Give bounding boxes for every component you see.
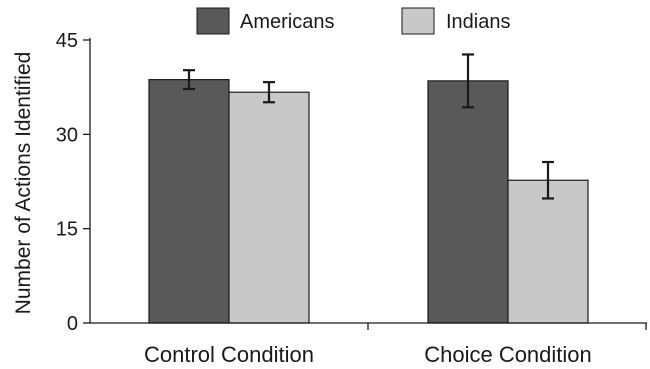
- bar-americans-choice: [427, 80, 509, 324]
- x-tick-label-control: Control Condition: [144, 342, 314, 367]
- y-axis-ticks: 0 15 30 45: [56, 30, 90, 335]
- legend-label-americans: Americans: [240, 11, 334, 33]
- error-bars: [183, 53, 554, 200]
- legend-label-indians: Indians: [446, 11, 511, 33]
- bar-americans-control: [148, 79, 230, 324]
- x-tick-label-choice: Choice Condition: [424, 342, 592, 367]
- bar-indians-choice: [507, 179, 589, 324]
- y-axis-label: Number of Actions Identified: [12, 52, 35, 315]
- y-tick-label: 15: [56, 219, 78, 241]
- bar-indians-control: [228, 91, 310, 324]
- y-tick-label: 45: [56, 30, 78, 52]
- bars: [148, 79, 589, 324]
- legend-swatch-indians: [401, 7, 435, 35]
- legend-swatch-americans: [196, 7, 230, 35]
- y-tick-label: 30: [56, 124, 78, 146]
- y-tick-label: 0: [67, 313, 78, 335]
- x-axis-labels: Control Condition Choice Condition: [144, 342, 592, 367]
- legend: Americans Indians: [196, 7, 511, 35]
